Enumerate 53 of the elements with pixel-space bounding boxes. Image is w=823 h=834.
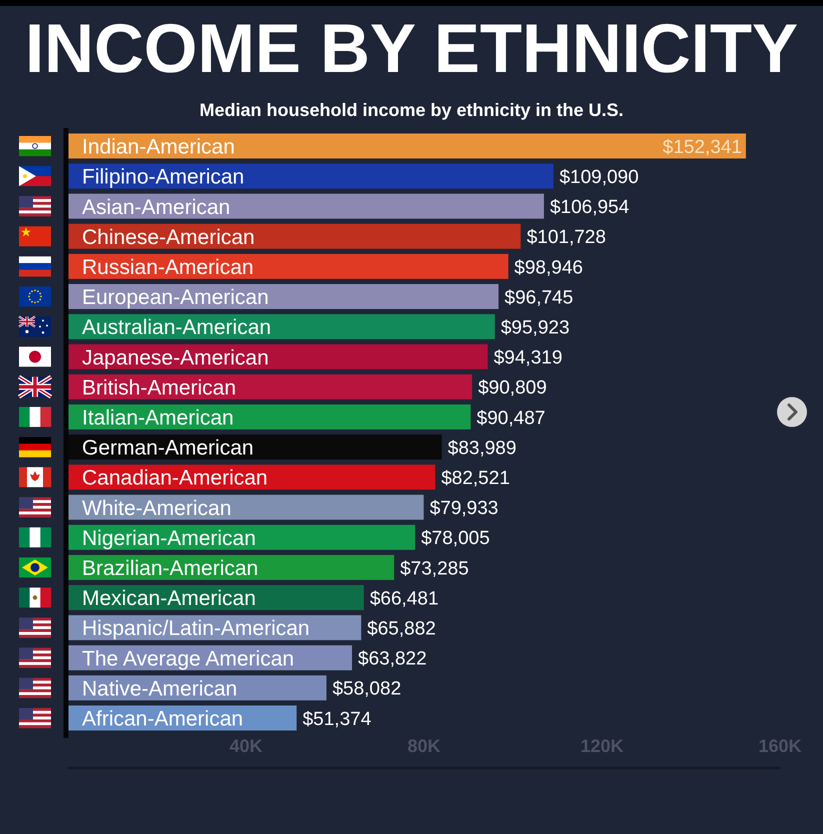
y-tick-label: Native-American — [82, 677, 238, 700]
data-label: $96,745 — [504, 287, 574, 308]
y-tick-label: Canadian-American — [82, 466, 268, 490]
data-label: $90,809 — [478, 378, 547, 399]
y-tick-label: Chinese-American — [82, 226, 255, 249]
y-tick-label: Australian-American — [82, 316, 272, 340]
data-label: $101,728 — [526, 227, 606, 248]
bar — [68, 134, 746, 158]
data-label: $79,933 — [430, 498, 498, 520]
y-tick-label: The Average American — [82, 647, 294, 670]
data-label: $95,923 — [500, 317, 570, 338]
data-label: $94,319 — [494, 348, 562, 369]
y-tick-label: Hispanic/Latin-American — [82, 617, 310, 640]
bar — [68, 344, 488, 370]
bar — [68, 194, 544, 219]
y-tick-label: European-American — [82, 286, 269, 310]
data-label: $63,822 — [358, 648, 427, 670]
data-label: $65,882 — [367, 618, 436, 640]
chart-subtitle: Median household income by ethnicity in the U.S. — [199, 100, 624, 120]
y-tick-label: Filipino-American — [82, 166, 244, 189]
data-label: $51,374 — [302, 708, 372, 730]
data-label: $106,954 — [550, 197, 630, 218]
data-label: $83,989 — [448, 438, 516, 459]
bar — [68, 314, 495, 340]
data-label: $58,082 — [332, 678, 402, 700]
y-tick-label: Brazilian-American — [82, 557, 258, 580]
data-label: $78,005 — [421, 528, 490, 550]
bar — [68, 254, 508, 279]
data-label: $152,341 — [662, 136, 742, 158]
chart-title: INCOME BY ETHNICITY — [24, 10, 798, 87]
bar — [68, 164, 554, 189]
y-tick-label: Japanese-American — [82, 346, 269, 370]
bar — [68, 404, 471, 430]
y-tick-label: Italian-American — [82, 406, 234, 430]
y-tick-label: German-American — [82, 436, 254, 460]
data-label: $66,481 — [370, 588, 439, 610]
y-tick-label: Indian-American — [82, 136, 235, 159]
data-label: $109,090 — [559, 166, 639, 188]
data-label: $90,487 — [476, 408, 546, 429]
y-tick-label: British-American — [82, 376, 236, 400]
y-tick-label: Mexican-American — [82, 587, 256, 610]
y-tick-label: Nigerian-American — [82, 526, 256, 550]
y-tick-label: Russian-American — [82, 256, 254, 279]
bar — [68, 224, 521, 249]
data-label: $73,285 — [400, 558, 469, 580]
y-tick-label: African-American — [82, 708, 244, 731]
bar — [68, 374, 472, 400]
bar — [68, 284, 499, 310]
y-tick-label: Asian-American — [82, 196, 230, 219]
bar — [68, 494, 424, 520]
y-tick-label: White-American — [82, 496, 232, 520]
data-label: $82,521 — [441, 468, 510, 489]
data-label: $98,946 — [514, 257, 583, 278]
